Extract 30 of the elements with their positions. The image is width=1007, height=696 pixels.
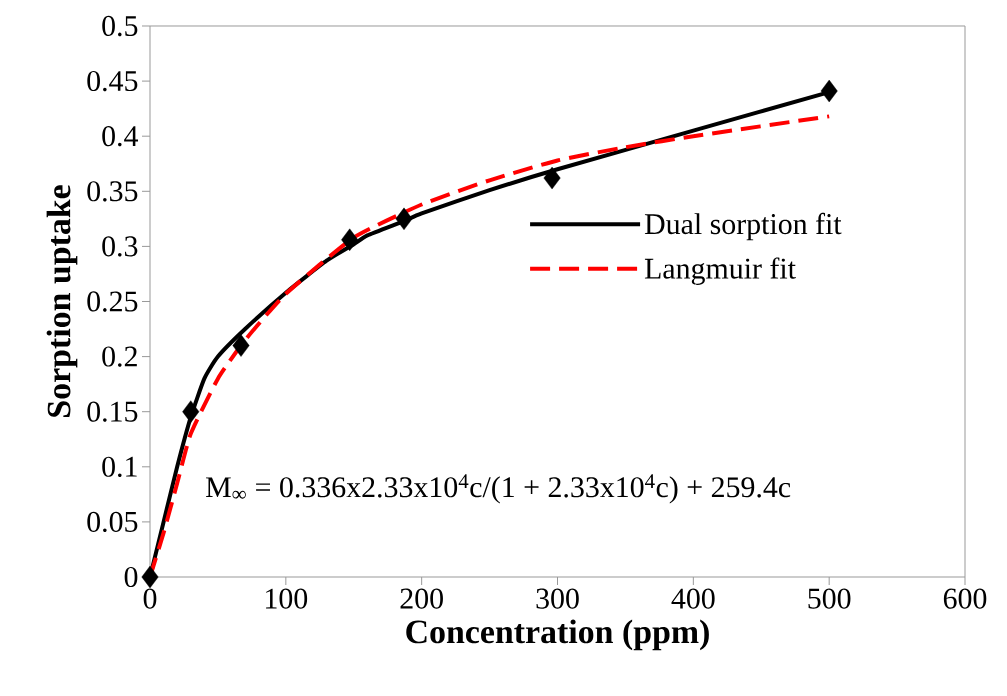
point <box>232 334 250 357</box>
legend-label: Langmuir fit <box>644 257 796 285</box>
x-tick-label: 300 <box>536 588 579 609</box>
x-tick-label: 600 <box>943 588 987 609</box>
annotation: M$_{∞}$ = 0.336x2.33x10$^{4}$c/(1 + 2.33x10$^{4}$c) + 259.4c <box>206 474 791 504</box>
y-tick-label: 0.2 <box>102 346 137 367</box>
x-tick-label: 200 <box>400 588 443 609</box>
x-tick-label: 500 <box>808 588 851 609</box>
x-tick-label: 400 <box>671 588 715 609</box>
point <box>141 565 159 589</box>
x-tick-label: 100 <box>266 588 308 609</box>
point <box>820 79 838 103</box>
y-tick-label: 0.4 <box>102 126 139 147</box>
y-tick-label: 0 <box>124 566 138 588</box>
legend-label: Dual sorption fit <box>644 212 842 241</box>
y-tick-label: 0.15 <box>87 401 138 422</box>
y-tick-label: 0.1 <box>102 456 137 477</box>
y-tick-label: 0.35 <box>87 181 138 202</box>
x-tick-label: 0 <box>143 588 157 609</box>
y-tick-label: 0.05 <box>87 511 138 533</box>
x-axis-title: Concentration (ppm) <box>406 619 709 651</box>
point <box>341 228 359 251</box>
point <box>182 400 200 423</box>
y-tick-label: 0.45 <box>87 70 138 92</box>
point <box>395 207 413 231</box>
y-tick-label: 0.3 <box>102 236 138 257</box>
point <box>543 166 561 190</box>
y-axis-title: Sorption uptake <box>46 185 78 417</box>
y-tick-label: 0.5 <box>102 15 138 37</box>
y-tick-label: 0.25 <box>87 291 138 312</box>
